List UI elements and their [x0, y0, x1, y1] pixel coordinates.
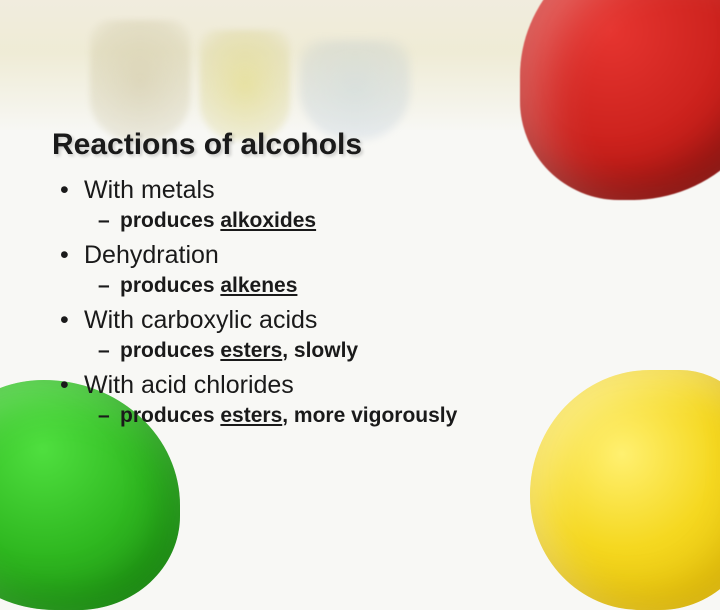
sub-prefix: produces: [120, 404, 220, 427]
sub-suffix: , more vigorously: [282, 404, 457, 427]
list-item-text: With acid chlorides: [84, 371, 294, 399]
sub-list-item: produces alkoxides: [84, 209, 680, 233]
list-item-text: With carboxylic acids: [84, 306, 317, 334]
list-item: Dehydration produces alkenes: [52, 241, 680, 298]
slide-title: Reactions of alcohols: [52, 128, 680, 162]
list-item: With acid chlorides produces esters, mor…: [52, 371, 680, 428]
sub-list-item: produces esters, slowly: [84, 339, 680, 363]
sub-prefix: produces: [120, 339, 220, 362]
list-item-text: Dehydration: [84, 241, 219, 269]
bullet-list: With metals produces alkoxides Dehydrati…: [52, 176, 680, 428]
list-item-text: With metals: [84, 176, 215, 204]
sub-keyword: alkenes: [220, 274, 297, 297]
list-item: With carboxylic acids produces esters, s…: [52, 306, 680, 363]
sub-keyword: esters: [220, 339, 282, 362]
sub-prefix: produces: [120, 274, 220, 297]
sub-list-item: produces esters, more vigorously: [84, 404, 680, 428]
sub-keyword: esters: [220, 404, 282, 427]
sub-list-item: produces alkenes: [84, 274, 680, 298]
sub-prefix: produces: [120, 209, 220, 232]
sub-keyword: alkoxides: [220, 209, 316, 232]
slide-content: Reactions of alcohols With metals produc…: [0, 0, 720, 456]
list-item: With metals produces alkoxides: [52, 176, 680, 233]
sub-suffix: , slowly: [282, 339, 358, 362]
